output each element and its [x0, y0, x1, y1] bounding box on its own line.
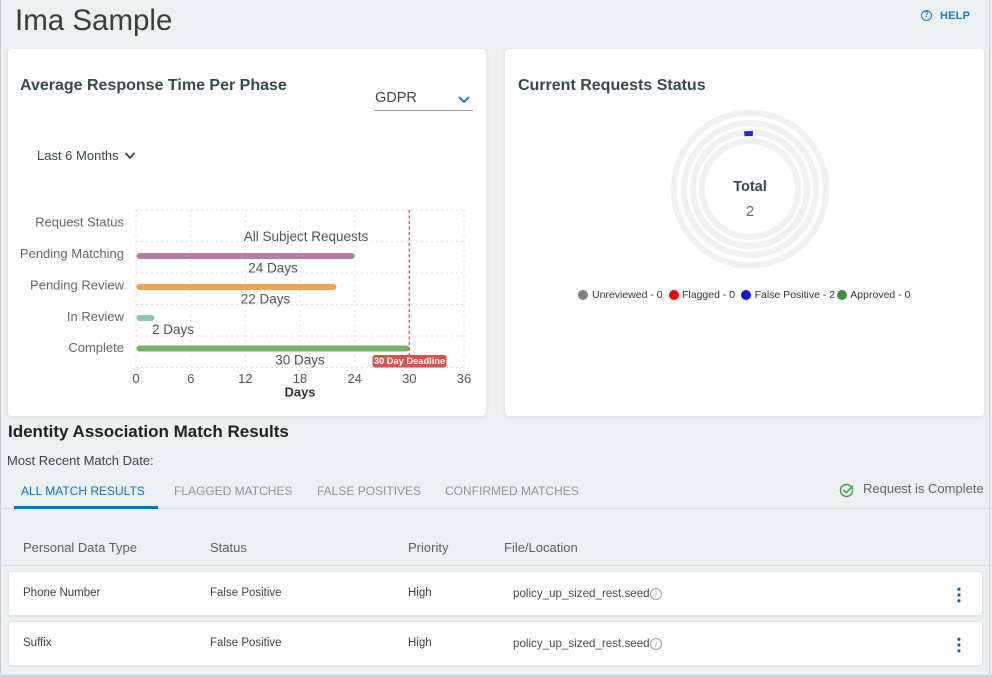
svg-text:2 Days: 2 Days: [152, 322, 194, 337]
svg-text:30 Day Deadline: 30 Day Deadline: [374, 356, 445, 366]
svg-text:Total: Total: [733, 179, 767, 195]
svg-text:Pending Matching: Pending Matching: [20, 246, 124, 261]
svg-text:All Subject Requests: All Subject Requests: [244, 229, 369, 244]
svg-text:24: 24: [347, 371, 361, 386]
svg-text:In Review: In Review: [67, 309, 125, 324]
svg-text:30: 30: [402, 371, 416, 386]
svg-text:22 Days: 22 Days: [241, 292, 291, 307]
svg-text:24 Days: 24 Days: [248, 261, 298, 276]
svg-text:Complete: Complete: [68, 340, 124, 355]
svg-text:0: 0: [132, 371, 139, 386]
svg-text:2: 2: [746, 203, 754, 220]
svg-text:12: 12: [238, 371, 252, 386]
svg-text:Request Status: Request Status: [35, 215, 124, 230]
svg-text:30 Days: 30 Days: [275, 353, 325, 368]
svg-text:Pending Review: Pending Review: [30, 278, 125, 293]
svg-text:6: 6: [187, 371, 194, 386]
svg-text:36: 36: [457, 371, 471, 386]
svg-text:Days: Days: [284, 385, 315, 400]
svg-text:18: 18: [293, 371, 307, 386]
